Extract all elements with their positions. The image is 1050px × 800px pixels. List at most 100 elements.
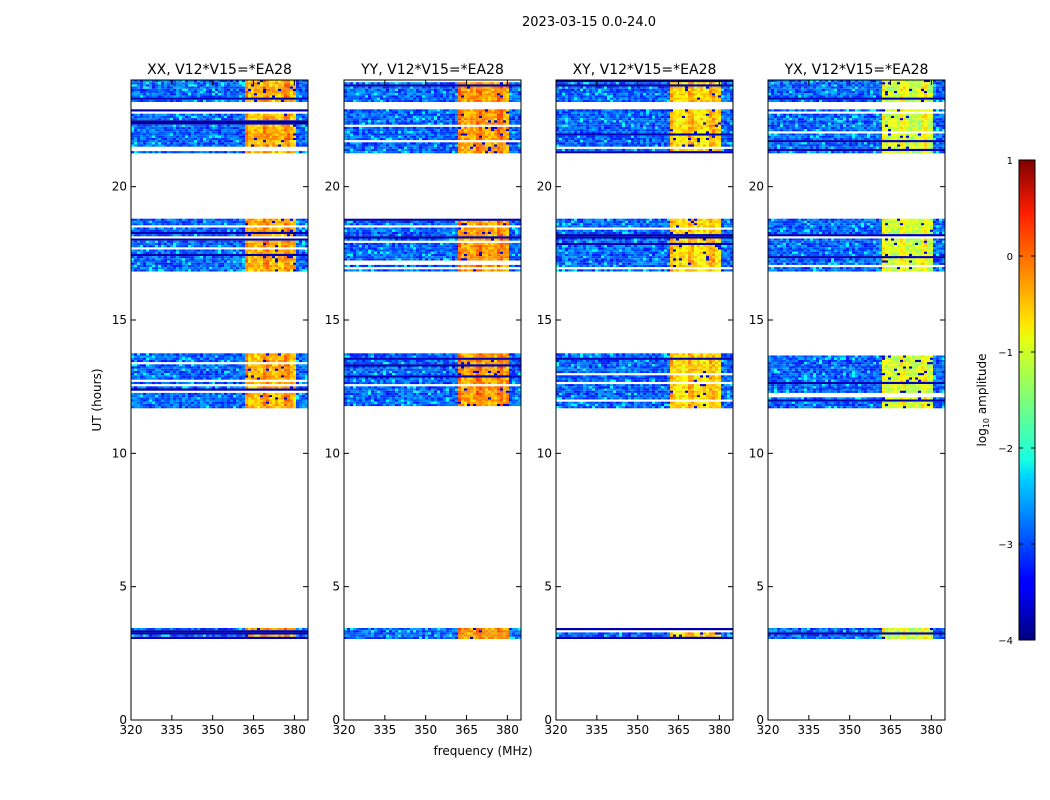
heat-cell	[389, 632, 392, 635]
heat-cell	[200, 240, 203, 243]
heat-cell	[176, 251, 179, 254]
heat-cell	[215, 397, 218, 400]
heat-cell	[185, 397, 188, 400]
heat-cell	[215, 238, 218, 241]
heat-cell	[131, 137, 134, 141]
heat-cell	[251, 142, 254, 145]
heat-cell	[161, 135, 164, 138]
heat-cell	[275, 359, 278, 363]
heat-cell	[482, 636, 485, 639]
heat-cell	[257, 97, 260, 100]
heat-cell	[281, 142, 284, 145]
heat-cell	[293, 399, 296, 402]
heat-cell	[152, 142, 155, 145]
heat-cell	[488, 634, 491, 637]
heat-cell	[287, 628, 290, 631]
heat-cell	[293, 395, 296, 398]
heat-cell	[239, 359, 242, 363]
heat-cell	[278, 397, 281, 400]
heat-cell	[281, 630, 284, 633]
heat-cell	[152, 260, 155, 263]
heat-cell	[158, 124, 161, 127]
heat-cell	[263, 634, 266, 637]
heat-cell	[197, 242, 200, 246]
heat-cell	[461, 357, 464, 360]
heat-cell	[131, 397, 134, 400]
heat-cell	[284, 229, 287, 232]
heat-cell	[137, 82, 140, 85]
heat-cell	[140, 223, 143, 226]
heat-cell	[158, 120, 161, 123]
heat-cell	[158, 109, 161, 112]
heat-cell	[293, 118, 296, 121]
heat-cell	[140, 375, 143, 378]
heat-cell	[368, 634, 371, 637]
heat-cell	[263, 115, 266, 119]
heat-cell	[158, 260, 161, 263]
heat-cell	[245, 258, 248, 261]
heat-cell	[275, 109, 278, 112]
heat-cell	[515, 636, 518, 639]
heat-cell	[131, 131, 134, 134]
heat-cell	[152, 140, 155, 143]
heat-cell	[149, 84, 152, 87]
heat-cell	[245, 120, 248, 123]
heat-cell	[194, 99, 197, 102]
heat-cell	[143, 129, 146, 132]
heat-cell	[206, 381, 209, 385]
heat-cell	[191, 151, 194, 154]
heat-cell	[194, 234, 197, 237]
heat-cell	[131, 109, 134, 112]
heat-cell	[164, 113, 167, 116]
heat-cell	[164, 258, 167, 261]
heat-cell	[152, 131, 155, 134]
heat-cell	[173, 399, 176, 402]
heat-cell	[131, 355, 134, 358]
heat-cell	[215, 80, 218, 83]
heat-cell	[200, 229, 203, 232]
heat-cell	[254, 133, 257, 136]
heat-cell	[497, 355, 500, 358]
heat-cell	[272, 264, 275, 268]
heat-cell	[200, 245, 203, 248]
heat-cell	[155, 126, 158, 130]
heat-cell	[296, 267, 299, 270]
y-tick-label: 20	[112, 180, 127, 194]
heat-cell	[176, 142, 179, 145]
heat-cell	[455, 359, 458, 363]
heat-cell	[200, 135, 203, 138]
heat-cell	[197, 88, 200, 91]
heat-cell	[404, 636, 407, 639]
heat-cell	[290, 267, 293, 270]
heat-cell	[302, 135, 305, 138]
heat-cell	[305, 395, 308, 398]
heat-cell	[251, 381, 254, 385]
heat-cell	[182, 395, 185, 398]
heat-cell	[266, 227, 269, 230]
heat-cell	[137, 118, 140, 121]
heat-cell	[488, 362, 491, 365]
heat-cell	[413, 355, 416, 358]
heat-cell	[368, 357, 371, 360]
heat-cell	[209, 122, 212, 125]
heat-cell	[251, 370, 254, 374]
heat-cell	[464, 362, 467, 365]
heat-cell	[131, 126, 134, 130]
heat-cell	[284, 628, 287, 631]
heat-cell	[266, 240, 269, 243]
heat-cell	[137, 373, 140, 376]
heat-cell	[242, 240, 245, 243]
heat-cell	[488, 628, 491, 631]
heat-cell	[230, 260, 233, 263]
heat-cell	[164, 82, 167, 85]
heat-cell	[152, 223, 155, 226]
heat-cell	[347, 364, 350, 367]
heat-cell	[137, 251, 140, 254]
heat-cell	[302, 240, 305, 243]
heat-cell	[290, 355, 293, 358]
heat-cell	[299, 399, 302, 402]
heat-cell	[215, 260, 218, 263]
heat-cell	[143, 115, 146, 119]
heat-cell	[131, 634, 134, 637]
heat-cell	[278, 124, 281, 127]
